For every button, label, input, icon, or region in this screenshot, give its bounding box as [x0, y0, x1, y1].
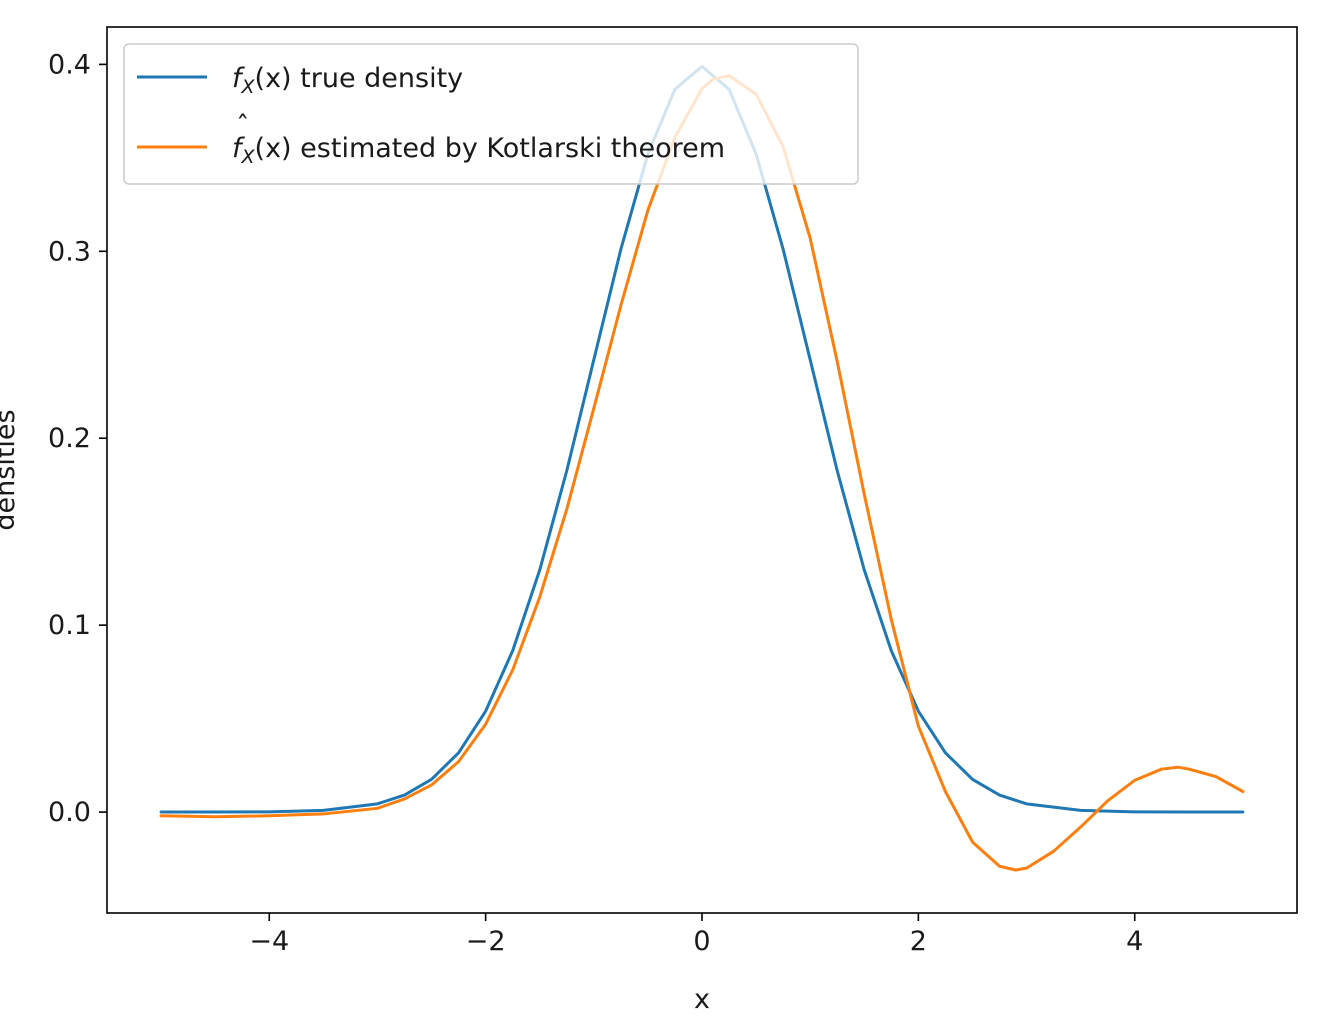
legend-label-1: fX(x) true density [232, 63, 463, 98]
x-tick-label: 0 [693, 926, 710, 957]
y-tick-label: 0.4 [48, 49, 91, 80]
legend-label-2: fX(x) estimated by Kotlarski theorem [232, 133, 725, 168]
x-tick-label: 4 [1126, 926, 1143, 957]
y-tick-label: 0.3 [48, 236, 91, 267]
ticks-layer: −4 −2 0 2 4 0.0 0.1 0.2 0.3 0.4 [48, 49, 1143, 957]
legend: fX(x) true density fX(x) estimated by Kot… [123, 43, 859, 185]
x-tick-label: 2 [910, 926, 927, 957]
y-axis-label: densities [0, 409, 21, 530]
x-tick-label: −2 [466, 926, 506, 957]
x-tick-label: −4 [249, 926, 289, 957]
y-tick-label: 0.0 [48, 797, 91, 828]
legend-box [123, 43, 859, 185]
legend-hat-accent: ˆ [236, 111, 250, 142]
x-axis-label: x [694, 984, 710, 1015]
y-tick-label: 0.2 [48, 423, 91, 454]
y-tick-label: 0.1 [48, 610, 91, 641]
